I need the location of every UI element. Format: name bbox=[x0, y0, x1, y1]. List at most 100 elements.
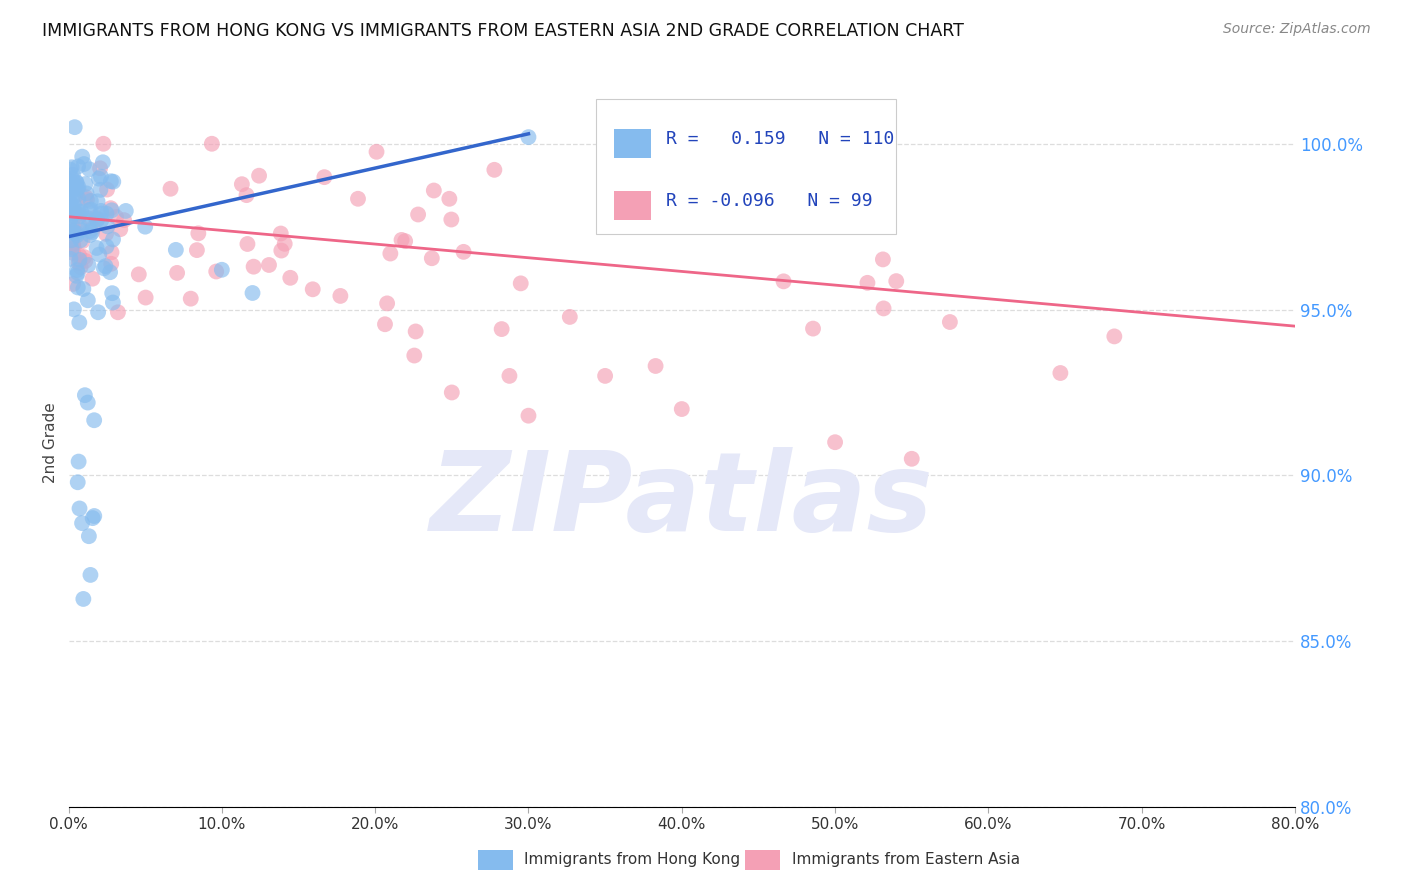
Point bbox=[59, 162, 82, 177]
Point bbox=[278, 270, 301, 285]
Point bbox=[374, 318, 396, 332]
Point bbox=[375, 296, 398, 310]
Point bbox=[89, 183, 111, 197]
Point bbox=[517, 130, 540, 145]
Point bbox=[62, 224, 84, 238]
Point bbox=[107, 305, 129, 319]
Point bbox=[114, 203, 136, 218]
Point bbox=[391, 233, 413, 247]
Point bbox=[60, 242, 83, 256]
Point bbox=[242, 260, 264, 274]
Point bbox=[166, 266, 188, 280]
Point bbox=[63, 120, 86, 135]
Point bbox=[423, 184, 446, 198]
Point bbox=[67, 210, 90, 224]
Point bbox=[134, 219, 156, 234]
Point bbox=[66, 266, 89, 280]
Point bbox=[100, 245, 122, 260]
Point bbox=[517, 409, 540, 423]
Point bbox=[236, 237, 259, 252]
Point bbox=[94, 259, 117, 273]
Point bbox=[270, 244, 292, 258]
Point bbox=[180, 292, 202, 306]
Point bbox=[63, 302, 86, 317]
Point bbox=[62, 225, 84, 239]
Point bbox=[69, 260, 91, 275]
Point bbox=[75, 253, 97, 268]
Point bbox=[112, 213, 135, 227]
FancyBboxPatch shape bbox=[596, 99, 897, 235]
Point bbox=[80, 194, 103, 208]
Point bbox=[59, 195, 82, 210]
Point bbox=[59, 212, 82, 227]
Point bbox=[60, 178, 83, 192]
Point bbox=[405, 325, 427, 339]
Point bbox=[70, 150, 93, 164]
Point bbox=[72, 591, 94, 606]
Point bbox=[105, 210, 128, 224]
Text: R =   0.159   N = 110: R = 0.159 N = 110 bbox=[666, 130, 894, 148]
Point bbox=[1049, 366, 1071, 380]
Point bbox=[366, 145, 388, 159]
Point bbox=[159, 182, 181, 196]
Point bbox=[66, 263, 89, 277]
Point bbox=[90, 213, 112, 227]
Point bbox=[59, 182, 82, 196]
Point bbox=[824, 435, 846, 450]
Point bbox=[62, 277, 84, 291]
Point bbox=[59, 252, 82, 266]
Point bbox=[301, 282, 323, 296]
Point bbox=[872, 252, 894, 267]
Point bbox=[66, 206, 89, 220]
Point bbox=[484, 162, 506, 177]
Point bbox=[440, 212, 463, 227]
Point bbox=[884, 274, 907, 288]
Point bbox=[60, 179, 83, 194]
Text: Immigrants from Eastern Asia: Immigrants from Eastern Asia bbox=[792, 853, 1019, 867]
Point bbox=[273, 236, 295, 251]
Point bbox=[62, 225, 84, 239]
Point bbox=[110, 222, 132, 236]
Point bbox=[60, 185, 83, 199]
Point bbox=[90, 203, 112, 218]
Point bbox=[94, 227, 117, 241]
Point bbox=[165, 243, 187, 257]
Point bbox=[440, 385, 463, 400]
Point bbox=[257, 258, 280, 272]
Point bbox=[270, 227, 292, 241]
Point bbox=[69, 233, 91, 247]
Point bbox=[96, 207, 118, 221]
Point bbox=[77, 258, 100, 272]
Point bbox=[75, 190, 97, 204]
Point bbox=[404, 349, 426, 363]
Point bbox=[67, 217, 90, 231]
Point bbox=[82, 221, 104, 235]
Point bbox=[63, 224, 86, 238]
Point bbox=[187, 227, 209, 241]
Point bbox=[87, 171, 110, 186]
Point bbox=[347, 192, 370, 206]
Point bbox=[939, 315, 962, 329]
Text: Immigrants from Hong Kong: Immigrants from Hong Kong bbox=[524, 853, 741, 867]
Point bbox=[60, 233, 83, 247]
Point bbox=[67, 249, 90, 263]
Point bbox=[73, 250, 96, 264]
Point bbox=[63, 206, 86, 220]
Point bbox=[70, 223, 93, 237]
Point bbox=[83, 413, 105, 427]
Point bbox=[314, 170, 336, 185]
Point bbox=[60, 161, 83, 175]
Point bbox=[67, 454, 90, 468]
Point bbox=[79, 224, 101, 238]
Point bbox=[101, 295, 124, 310]
Point bbox=[59, 222, 82, 236]
Point bbox=[59, 175, 82, 189]
Point bbox=[93, 136, 115, 151]
Point bbox=[69, 252, 91, 267]
Point bbox=[62, 246, 84, 260]
Point bbox=[70, 204, 93, 219]
Point bbox=[65, 175, 87, 189]
Point bbox=[72, 234, 94, 248]
Point bbox=[91, 155, 114, 169]
Point bbox=[76, 186, 98, 201]
